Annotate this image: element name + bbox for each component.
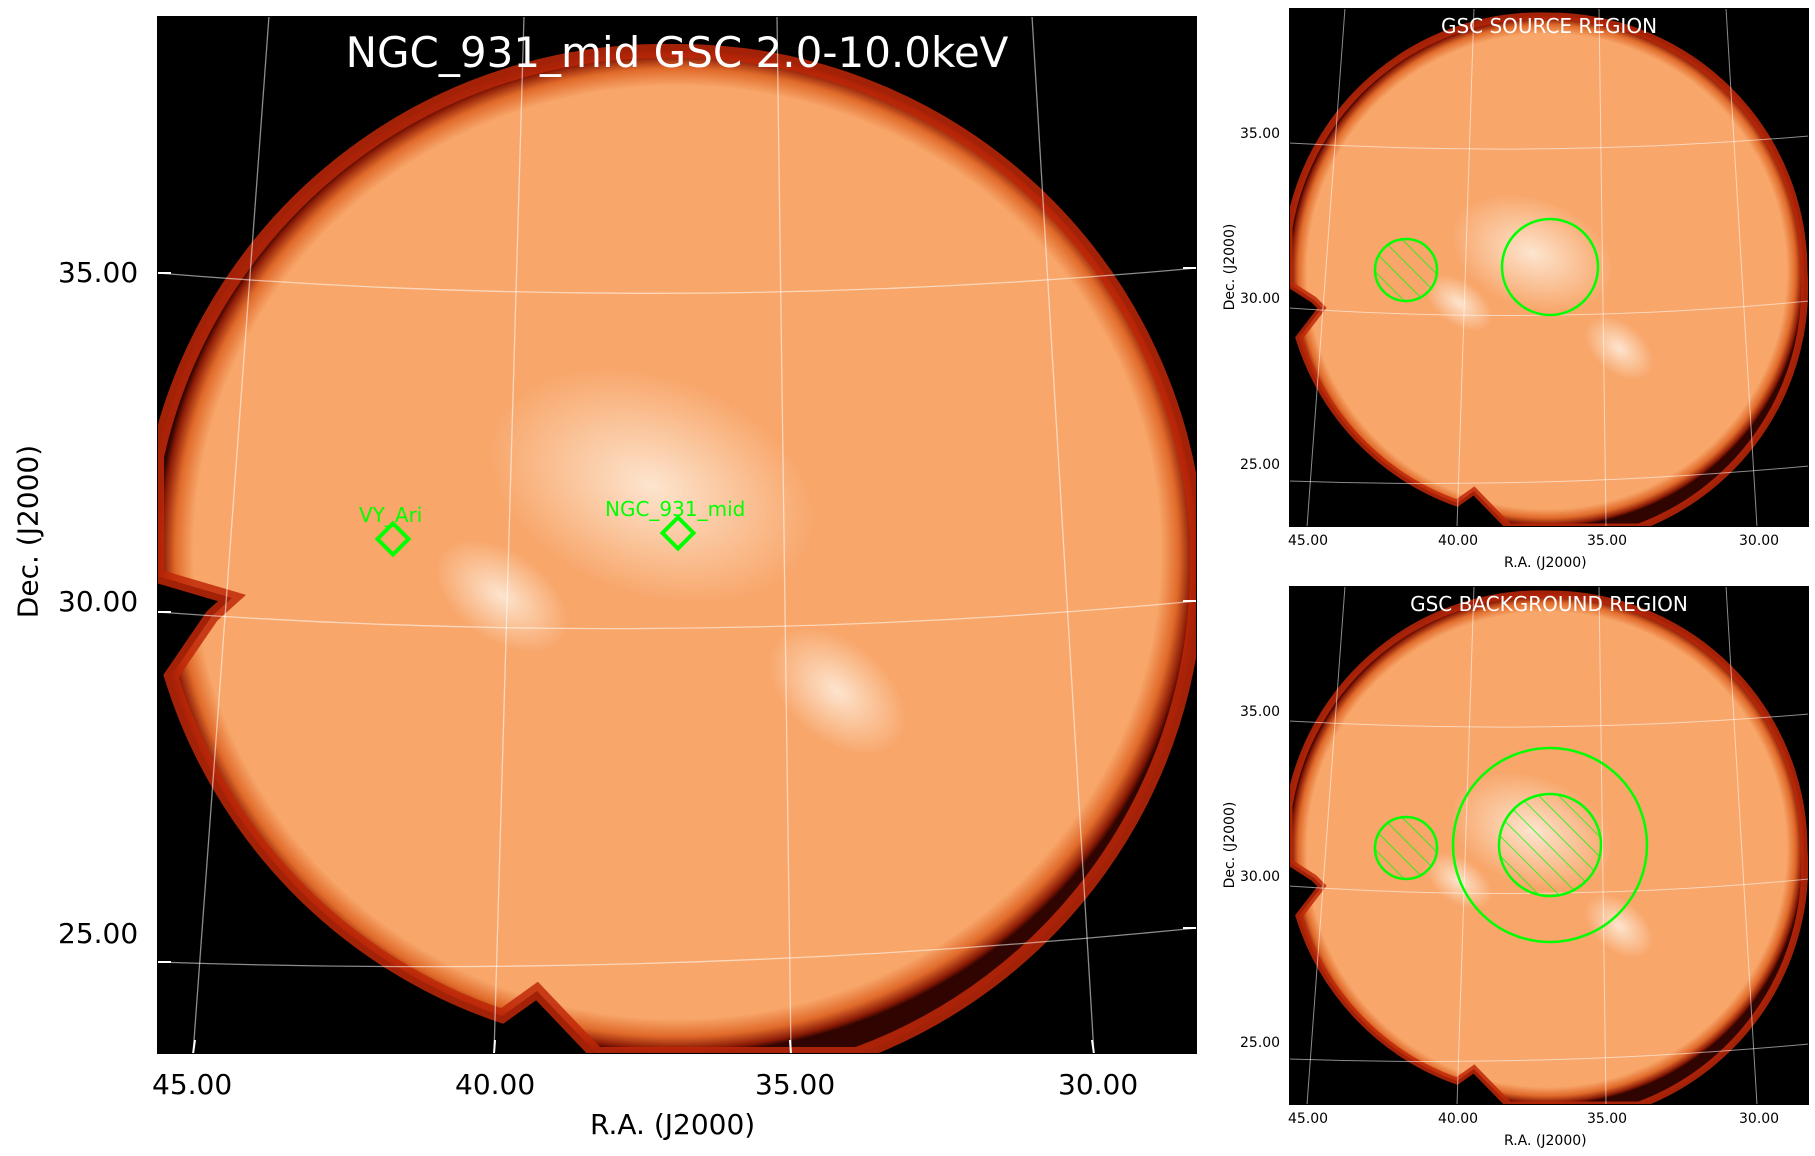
background-xtick: 30.00 (1739, 1111, 1780, 1127)
source-region-image: GSC SOURCE REGION (1289, 8, 1809, 527)
source-ytick: 25.00 (1240, 457, 1281, 473)
main-sky-image: NGC_931_mid GSC 2.0-10.0keV VY_Ari NGC_9… (157, 16, 1197, 1054)
source-xtick: 35.00 (1587, 533, 1628, 549)
vy-ari-exclusion-region[interactable] (1373, 237, 1439, 303)
main-ytick: 30.00 (58, 585, 139, 618)
emission-blob (1425, 274, 1493, 332)
source-xtick: 30.00 (1739, 533, 1780, 549)
vy-ari-label: VY_Ari (359, 503, 423, 527)
ngc-931-mid-label: NGC_931_mid (605, 497, 746, 521)
background-ytick: 35.00 (1240, 704, 1281, 720)
source-xtick: 40.00 (1438, 533, 1479, 549)
background-xtick: 35.00 (1587, 1111, 1628, 1127)
main-ytick: 25.00 (58, 917, 139, 950)
source-exclusion-region[interactable] (1497, 792, 1603, 898)
tick-marks (157, 267, 1197, 1054)
background-sky-map (1289, 586, 1809, 1105)
background-region-image: GSC BACKGROUND REGION (1289, 586, 1809, 1105)
source-ytick: 30.00 (1240, 291, 1281, 307)
background-xtick: 40.00 (1438, 1111, 1479, 1127)
emission-blob (1584, 893, 1654, 959)
background-xlabel: R.A. (J2000) (1504, 1133, 1587, 1149)
main-xtick: 30.00 (1058, 1068, 1139, 1101)
emission-blob (1449, 193, 1615, 313)
source-panel-title: GSC SOURCE REGION (1440, 14, 1658, 38)
source-region-circle[interactable] (1500, 217, 1600, 317)
source-sky-map (1289, 8, 1809, 527)
main-xtick: 45.00 (152, 1068, 233, 1101)
background-ytick: 30.00 (1240, 869, 1281, 885)
background-ytick: 25.00 (1240, 1035, 1281, 1051)
vy-ari-marker[interactable] (374, 520, 412, 558)
coordinate-grid (157, 16, 1197, 1054)
emission-blob (487, 367, 817, 605)
ngc-931-mid-marker[interactable] (659, 514, 697, 552)
vy-ari-exclusion-region[interactable] (1373, 815, 1439, 881)
coordinate-grid (1289, 8, 1809, 527)
main-ylabel: Dec. (J2000) (11, 444, 45, 619)
background-annulus-outer[interactable] (1451, 746, 1649, 944)
main-xlabel: R.A. (J2000) (590, 1108, 756, 1141)
source-xlabel: R.A. (J2000) (1504, 555, 1587, 571)
main-ytick: 35.00 (58, 256, 139, 289)
main-title: NGC_931_mid GSC 2.0-10.0keV (345, 28, 1009, 77)
background-panel-title: GSC BACKGROUND REGION (1410, 592, 1688, 616)
source-xtick: 45.00 (1288, 533, 1329, 549)
emission-blob (435, 539, 569, 653)
background-xtick: 45.00 (1288, 1111, 1329, 1127)
main-xtick: 35.00 (755, 1068, 836, 1101)
background-ylabel: Dec. (J2000) (1222, 801, 1238, 889)
main-sky-map (157, 16, 1197, 1054)
main-xtick: 40.00 (455, 1068, 536, 1101)
emission-blob (767, 626, 907, 756)
source-ylabel: Dec. (J2000) (1222, 223, 1238, 311)
source-ytick: 35.00 (1240, 126, 1281, 142)
emission-blob (1584, 315, 1654, 381)
